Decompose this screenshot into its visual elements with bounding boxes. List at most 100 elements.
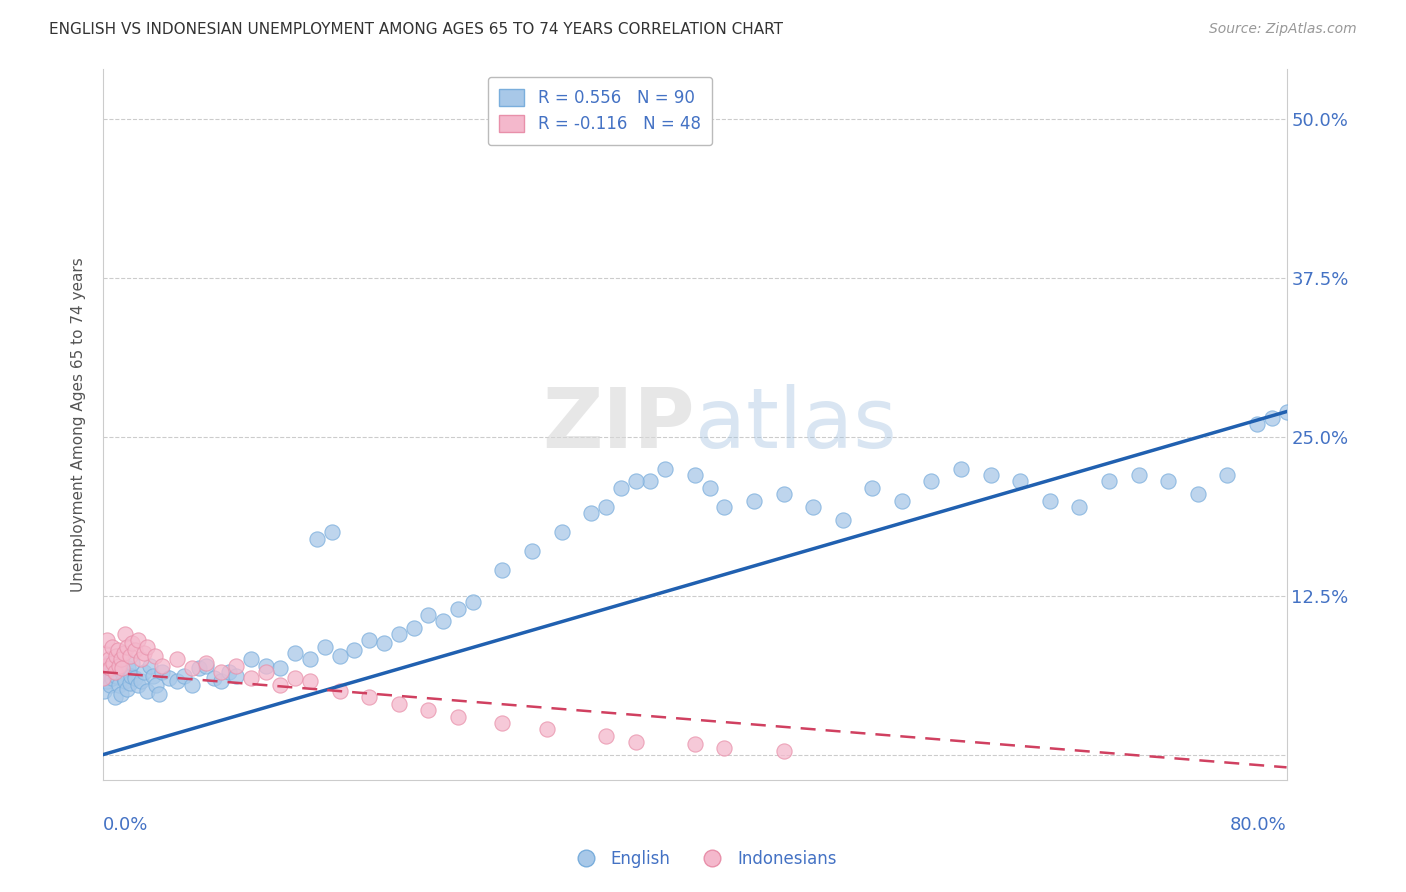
Point (284, 672, 307, 686)
Legend: English, Indonesians: English, Indonesians (562, 844, 844, 875)
Point (111, 665, 134, 679)
Point (225, 669, 247, 683)
Point (713, 500, 735, 514)
Point (101, 672, 124, 686)
Point (359, 633, 381, 648)
Point (239, 652, 262, 666)
Point (97, 656, 120, 670)
Point (93, 684, 115, 698)
Point (772, 487, 794, 501)
Point (550, 525, 572, 540)
Legend: R = 0.556   N = 90, R = -0.116   N = 48: R = 0.556 N = 90, R = -0.116 N = 48 (488, 77, 713, 145)
Point (254, 665, 277, 679)
Point (284, 646, 307, 660)
Point (980, 468, 1002, 483)
Point (713, 741, 735, 756)
Point (131, 652, 153, 666)
Point (1246, 417, 1268, 432)
Point (142, 669, 165, 683)
Point (269, 661, 291, 675)
Point (104, 665, 127, 679)
Point (343, 643, 366, 657)
Text: ENGLISH VS INDONESIAN UNEMPLOYMENT AMONG AGES 65 TO 74 YEARS CORRELATION CHART: ENGLISH VS INDONESIAN UNEMPLOYMENT AMONG… (49, 22, 783, 37)
Point (150, 658, 173, 673)
Point (136, 640, 159, 654)
Point (418, 607, 440, 622)
Point (209, 673, 232, 688)
Point (239, 672, 262, 686)
Point (110, 652, 132, 666)
Point (94, 665, 117, 679)
Point (108, 658, 131, 673)
Point (105, 669, 128, 683)
Text: 0.0%: 0.0% (103, 815, 148, 834)
Point (1069, 500, 1091, 514)
Point (118, 648, 141, 663)
Point (595, 500, 617, 514)
Point (159, 672, 181, 686)
Point (1275, 404, 1298, 418)
Point (742, 493, 765, 508)
Point (97, 652, 120, 666)
Point (1039, 493, 1062, 508)
Point (491, 563, 513, 577)
Point (329, 684, 352, 698)
Point (624, 475, 647, 489)
Point (173, 669, 195, 683)
Point (683, 738, 706, 752)
Point (202, 672, 225, 686)
Point (107, 643, 129, 657)
Point (96, 633, 118, 648)
Point (107, 658, 129, 673)
Point (640, 475, 662, 489)
Point (98, 661, 121, 675)
Y-axis label: Unemployment Among Ages 65 to 74 years: Unemployment Among Ages 65 to 74 years (72, 257, 86, 591)
Point (225, 658, 247, 673)
Point (388, 697, 411, 711)
Point (520, 544, 543, 558)
Point (188, 661, 211, 675)
Text: 80.0%: 80.0% (1230, 815, 1286, 834)
Point (831, 512, 853, 526)
Point (1128, 468, 1150, 483)
Point (134, 646, 156, 660)
Point (127, 633, 149, 648)
Point (299, 652, 322, 666)
Point (103, 656, 125, 670)
Point (921, 475, 943, 489)
Point (136, 684, 159, 698)
Point (402, 621, 425, 635)
Point (114, 627, 136, 641)
Point (104, 690, 127, 705)
Point (329, 648, 352, 663)
Point (114, 673, 136, 688)
Point (860, 481, 883, 495)
Point (124, 643, 146, 657)
Point (890, 493, 912, 508)
Point (143, 648, 166, 663)
Point (269, 678, 291, 692)
Point (359, 690, 381, 705)
Point (1187, 487, 1209, 501)
Point (388, 627, 411, 641)
Point (418, 703, 440, 717)
Point (112, 646, 135, 660)
Point (209, 665, 232, 679)
Point (314, 640, 336, 654)
Point (91, 672, 114, 686)
Text: atlas: atlas (695, 384, 897, 465)
Point (1098, 475, 1121, 489)
Point (447, 709, 470, 723)
Point (579, 506, 602, 520)
Point (120, 669, 142, 683)
Point (950, 462, 973, 476)
Point (195, 656, 218, 670)
Point (131, 673, 153, 688)
Point (461, 595, 484, 609)
Point (112, 672, 135, 686)
Point (127, 678, 149, 692)
Point (110, 687, 132, 701)
Point (117, 661, 139, 675)
Point (111, 661, 134, 675)
Point (108, 678, 131, 692)
